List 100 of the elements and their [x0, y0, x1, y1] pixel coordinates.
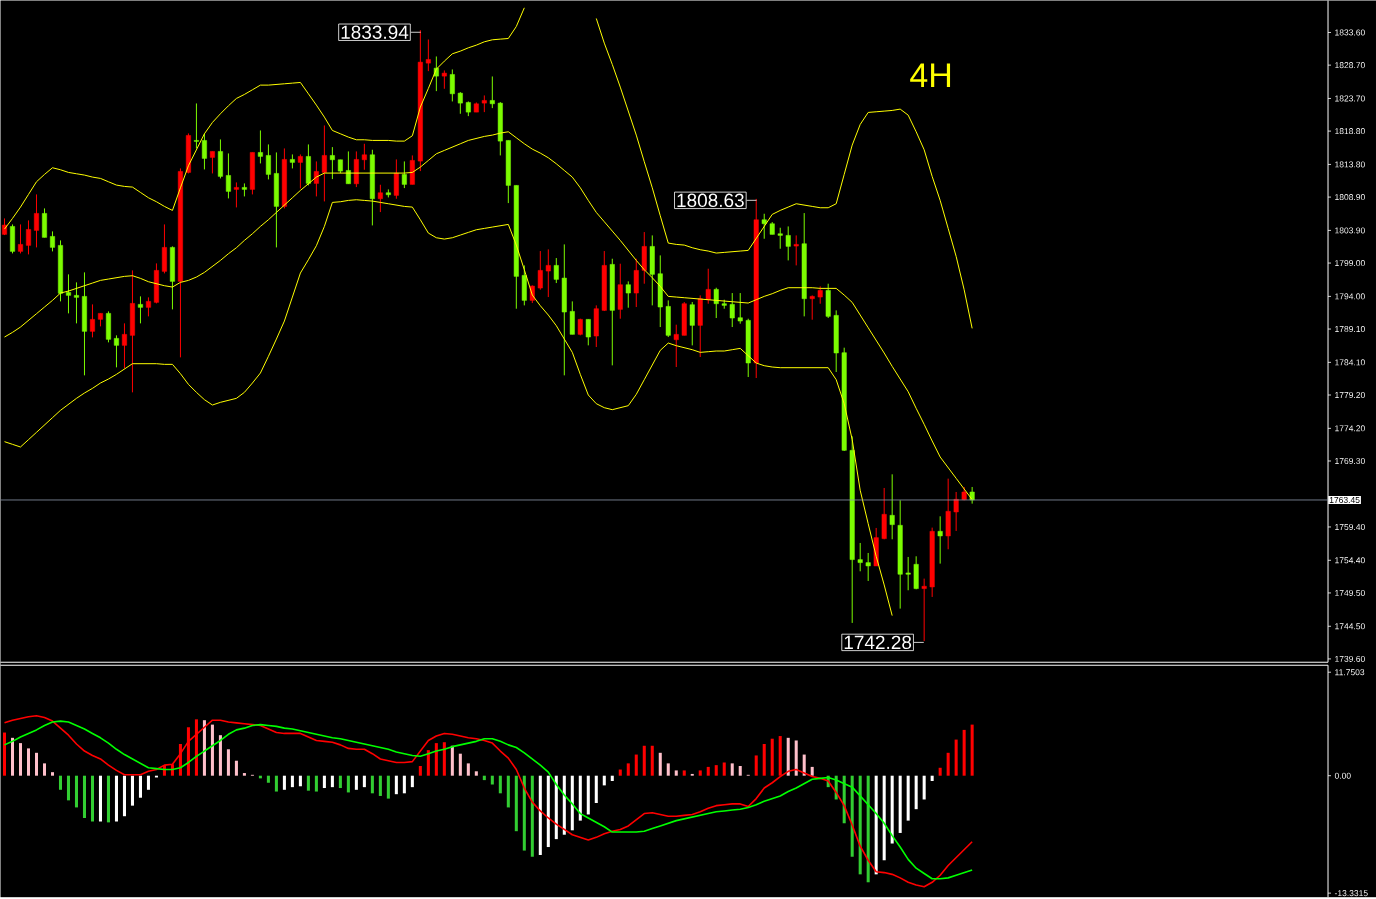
candlestick: [585, 318, 591, 346]
bar: [850, 775, 854, 857]
bar: [530, 775, 534, 857]
y-tick-label: 1769.30: [1335, 457, 1365, 464]
bar: [130, 775, 134, 806]
y-tick-label: 1823.70: [1335, 95, 1365, 102]
bar: [570, 775, 574, 831]
candlestick: [713, 287, 719, 319]
bar: [426, 749, 430, 776]
bar: [642, 745, 646, 776]
bar: [554, 775, 558, 839]
bar: [770, 738, 774, 776]
bar: [338, 775, 342, 788]
bar: [522, 775, 526, 851]
y-tick-label: 1779.20: [1335, 391, 1365, 398]
candlestick: [953, 491, 959, 532]
y-tick-label: -13.3315: [1334, 889, 1368, 896]
bar: [546, 775, 550, 847]
annotation: 4H: [910, 63, 951, 87]
y-tick-label: 1799.00: [1335, 259, 1365, 266]
bar: [226, 749, 230, 776]
bar: [890, 775, 894, 844]
bar: [306, 775, 310, 791]
bar: [50, 771, 55, 776]
bar: [458, 753, 462, 776]
bar: [954, 739, 958, 776]
y-tick-label: 11.7503: [1335, 668, 1365, 675]
bar: [658, 752, 662, 776]
bar: [370, 775, 374, 794]
candlestick: [937, 515, 943, 564]
candlestick: [737, 292, 743, 324]
bar: [42, 763, 47, 776]
bar: [666, 763, 670, 776]
bar: [10, 737, 15, 776]
candlestick: [705, 268, 711, 304]
candlestick: [809, 294, 815, 320]
candlestick: [729, 292, 735, 328]
y-tick-label: 1808.90: [1335, 193, 1365, 200]
candlestick: [489, 75, 495, 109]
candlestick: [121, 322, 127, 369]
candlestick: [233, 181, 239, 208]
candlestick: [313, 160, 319, 197]
bar: [730, 763, 734, 776]
y-tick-label: 1739.60: [1335, 655, 1365, 662]
bar: [378, 775, 382, 796]
bar: [194, 719, 198, 776]
bar: [210, 724, 214, 776]
candlestick: [193, 102, 199, 149]
bar: [66, 775, 70, 801]
bar: [186, 727, 190, 776]
y-tick-label: 1813.80: [1335, 161, 1365, 168]
candlestick: [89, 303, 95, 338]
annotation: 1742.28: [844, 635, 912, 649]
candlestick: [777, 227, 783, 250]
bar: [474, 771, 478, 776]
bar: [906, 775, 910, 821]
bar: [74, 775, 78, 808]
candlestick: [641, 231, 647, 284]
candlestick: [905, 556, 911, 591]
candlestick: [361, 143, 367, 171]
y-tick-label: 1833.60: [1335, 29, 1365, 36]
candlestick: [225, 152, 231, 199]
bar: [786, 737, 790, 776]
bar: [762, 743, 766, 776]
bar: [234, 760, 238, 776]
bar: [386, 775, 390, 799]
bar: [2, 732, 7, 776]
bar: [498, 775, 502, 794]
bar: [138, 775, 142, 798]
bar: [586, 775, 590, 815]
bar: [90, 775, 94, 822]
y-tick-label: 1789.10: [1335, 325, 1365, 332]
y-tick-label: 1794.00: [1335, 293, 1365, 300]
candlestick: [65, 273, 71, 314]
candlestick: [633, 258, 639, 308]
candlestick: [425, 38, 431, 72]
candlestick: [18, 223, 23, 254]
bar: [418, 765, 422, 776]
candlestick: [329, 146, 335, 180]
y-tick-label: 1754.40: [1335, 557, 1365, 564]
bar: [802, 754, 806, 776]
bar: [626, 763, 630, 776]
bar: [362, 775, 366, 787]
candlestick: [673, 323, 679, 368]
bar: [722, 762, 726, 776]
candlestick: [377, 184, 383, 213]
bar: [794, 740, 798, 776]
bar: [962, 729, 966, 776]
candlestick: [553, 257, 559, 284]
candlestick: [42, 207, 47, 238]
candlestick: [201, 132, 207, 170]
candlestick: [161, 223, 167, 274]
bar: [650, 745, 654, 776]
candlestick: [409, 154, 415, 185]
bar: [938, 767, 942, 776]
bar: [778, 735, 782, 776]
candlestick: [921, 577, 927, 642]
candlestick: [393, 158, 399, 200]
bar: [898, 775, 902, 833]
bar: [594, 775, 598, 803]
